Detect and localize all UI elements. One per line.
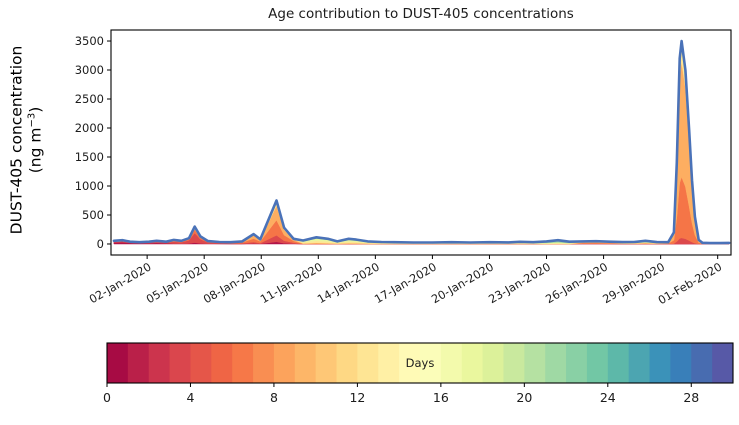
colorbar-segment — [336, 343, 358, 383]
colorbar-frame — [106, 342, 734, 384]
colorbar-segment — [211, 343, 233, 383]
chart-title: Age contribution to DUST-405 concentrati… — [268, 6, 574, 22]
colorbar-segment — [566, 343, 588, 383]
colorbar-segment — [357, 343, 379, 383]
colorbar-segment — [503, 343, 525, 383]
colorbar-segment — [440, 343, 463, 383]
colorbar-segment — [649, 343, 671, 383]
x-tick-label: 26-Jan-2020 — [544, 260, 611, 306]
colorbar-segment — [107, 343, 129, 383]
colorbar-segment — [586, 343, 609, 383]
x-tick-label: 11-Jan-2020 — [258, 260, 325, 306]
age-band-area-16-20d — [113, 40, 730, 244]
colorbar-tick-label: 4 — [186, 390, 194, 405]
colorbar-segment — [712, 343, 734, 383]
colorbar-segment — [378, 343, 400, 383]
total-concentration-line — [112, 39, 731, 245]
colorbar-segment — [420, 343, 442, 383]
x-tick-label: 17-Jan-2020 — [372, 260, 439, 306]
colorbar-segment — [545, 343, 567, 383]
y-tick-label: 2500 — [75, 92, 104, 106]
colorbar-tick-label: 12 — [349, 390, 365, 405]
x-tick-label: 20-Jan-2020 — [429, 260, 496, 306]
x-tick-label: 05-Jan-2020 — [144, 260, 211, 306]
plot-frame — [110, 29, 732, 256]
x-tick-label: 02-Jan-2020 — [87, 260, 154, 306]
age-band-area-24-30d — [113, 40, 730, 244]
x-tick-label: 01-Feb-2020 — [656, 260, 724, 307]
colorbar-segment — [294, 343, 317, 383]
colorbar-segment — [482, 343, 504, 383]
colorbar-segment — [148, 343, 171, 383]
colorbar-tick-label: 24 — [600, 390, 616, 405]
x-tick-label: 14-Jan-2020 — [315, 260, 382, 306]
colorbar-tick-label: 8 — [270, 390, 278, 405]
y-tick-label: 3500 — [75, 34, 104, 48]
age-band-area-8-12d — [113, 61, 730, 245]
colorbar-segment — [127, 343, 150, 383]
colorbar-segment — [253, 343, 275, 383]
colorbar-segment — [315, 343, 338, 383]
age-band-area-12-16d — [113, 49, 730, 245]
colorbar-segment — [399, 343, 421, 383]
colorbar-tick-label: 20 — [516, 390, 532, 405]
y-tick-label: 500 — [82, 208, 104, 222]
colorbar-segment — [607, 343, 630, 383]
colorbar-segment — [461, 343, 484, 383]
y-tick-label: 0 — [97, 237, 104, 251]
colorbar-title: Days — [406, 356, 435, 370]
age-band-area-5-8d — [113, 176, 730, 245]
colorbar-segment — [691, 343, 713, 383]
colorbar-segment — [628, 343, 651, 383]
colorbar-segment — [273, 343, 296, 383]
colorbar-segment — [524, 343, 546, 383]
colorbar-tick-label: 0 — [103, 390, 111, 405]
colorbar-segment — [232, 343, 254, 383]
colorbar-segment — [670, 343, 692, 383]
y-tick-label: 3000 — [75, 63, 104, 77]
colorbar-segment — [169, 343, 191, 383]
colorbar-segment — [190, 343, 212, 383]
x-tick-label: 23-Jan-2020 — [486, 260, 553, 306]
age-band-area-20-24d — [113, 40, 730, 244]
x-tick-label: 08-Jan-2020 — [201, 260, 268, 306]
y-tick-label: 1500 — [75, 150, 104, 164]
colorbar-tick-label: 28 — [683, 390, 699, 405]
colorbar-tick-label: 16 — [433, 390, 449, 405]
y-tick-label: 1000 — [75, 179, 104, 193]
y-tick-label: 2000 — [75, 121, 104, 135]
